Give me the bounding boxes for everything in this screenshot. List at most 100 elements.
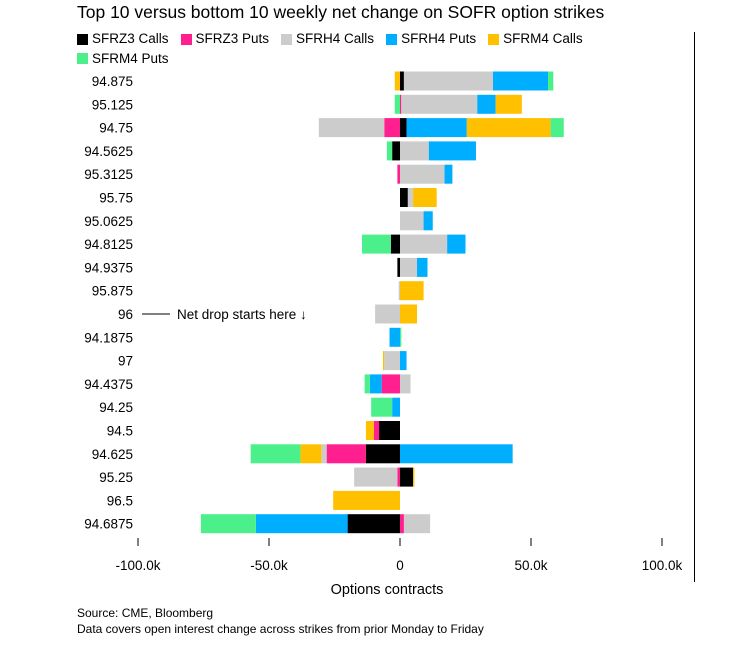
legend-label: SFRH4 Calls — [296, 31, 375, 46]
legend-swatch — [77, 33, 88, 45]
panel-border-line — [694, 32, 695, 582]
bar-segment — [400, 281, 424, 301]
x-tick-label: -100.0k — [115, 558, 160, 573]
bar-segment — [397, 164, 400, 184]
bar-segment — [333, 490, 400, 510]
bar-segment — [400, 118, 407, 138]
bar-segment — [428, 141, 476, 161]
bar-segment — [365, 421, 374, 440]
bar-segment — [364, 374, 370, 394]
bar-segment — [250, 444, 301, 464]
x-tick-label: 0 — [396, 558, 404, 573]
bar-segment — [400, 374, 411, 394]
legend-swatch — [77, 53, 88, 64]
bar-segment — [400, 71, 404, 91]
category-label: 96 — [118, 307, 133, 322]
legend-item: SFRM4 Calls — [488, 30, 583, 48]
bar-segment — [384, 351, 400, 371]
category-label: 94.8125 — [84, 237, 133, 252]
legend-label: SFRM4 Puts — [92, 50, 169, 66]
bar-segment — [423, 211, 433, 231]
bar-segment — [401, 94, 478, 114]
bar-segment — [300, 444, 322, 464]
category-label: 94.625 — [92, 447, 133, 462]
bar-segment — [318, 118, 385, 138]
category-label: 95.3125 — [84, 167, 133, 182]
category-label: 95.125 — [92, 97, 133, 112]
bar-segment — [389, 327, 400, 347]
bar-segment — [398, 281, 400, 301]
legend-swatch — [281, 33, 293, 45]
bar-segment — [371, 397, 393, 417]
bar-segment — [384, 118, 400, 138]
x-tick-label: 50.0k — [514, 558, 547, 573]
bar-segment — [400, 444, 513, 464]
category-label: 94.6875 — [84, 517, 133, 532]
bar-segment — [400, 351, 407, 371]
bar-segment — [373, 421, 380, 440]
bar-segment — [382, 351, 385, 371]
bar-segment — [406, 118, 467, 138]
source-line: Source: CME, Bloomberg — [77, 606, 214, 620]
bar-segment — [550, 118, 564, 138]
bar-segment — [403, 71, 494, 91]
bar-segment — [394, 71, 400, 91]
category-label: 94.75 — [99, 121, 133, 136]
legend-label: SFRH4 Puts — [401, 31, 477, 46]
x-axis-title: Options contracts — [331, 582, 444, 598]
bar-segment — [444, 164, 453, 184]
bar-segment — [400, 188, 408, 207]
bar-segment — [400, 94, 402, 114]
bar-segment — [400, 211, 424, 231]
bar-segment — [397, 467, 400, 487]
bar-segment — [326, 444, 366, 464]
category-label: 94.9375 — [84, 260, 133, 275]
source-note: Source: CME, Bloomberg Data covers open … — [77, 605, 484, 637]
bar-segment — [466, 118, 551, 138]
bar-segment — [403, 514, 431, 534]
category-label: 97 — [118, 354, 133, 369]
bar-segment — [400, 141, 429, 161]
category-label: 94.1875 — [84, 330, 133, 345]
category-label: 95.75 — [99, 191, 133, 206]
bar-segment — [400, 514, 404, 534]
bar-segment — [413, 467, 415, 487]
bar-segment — [381, 374, 400, 394]
category-label: 94.5625 — [84, 144, 133, 159]
x-tick-label: 100.0k — [642, 558, 683, 573]
bar-segment — [397, 257, 400, 277]
data-coverage-note: Data covers open interest change across … — [77, 622, 484, 636]
x-tick-label: -50.0k — [250, 558, 288, 573]
category-label: 94.5 — [107, 424, 133, 439]
category-label: 95.875 — [92, 284, 133, 299]
category-label: 94.25 — [99, 400, 133, 415]
bar-segment — [390, 234, 400, 254]
bar-segment — [400, 164, 445, 184]
legend-item: SFRZ3 Calls — [77, 30, 169, 48]
category-label: 95.25 — [99, 470, 133, 485]
legend-item: SFRZ3 Puts — [180, 30, 270, 48]
bar-segment — [417, 257, 428, 277]
legend-label: SFRM4 Calls — [503, 31, 583, 46]
bar-segment — [392, 397, 400, 417]
legend-swatch — [386, 33, 398, 45]
legend-label: SFRZ3 Puts — [195, 31, 270, 46]
legend-swatch — [488, 33, 500, 45]
category-label: 95.0625 — [84, 214, 133, 229]
legend-item: SFRH4 Calls — [281, 30, 374, 48]
bars-group — [200, 71, 564, 534]
bar-segment — [354, 467, 398, 487]
legend-swatch — [180, 33, 192, 45]
bar-segment — [400, 467, 414, 487]
bar-segment — [400, 304, 418, 324]
bar-segment — [362, 234, 391, 254]
legend-item: SFRH4 Puts — [386, 30, 476, 48]
bar-segment — [347, 514, 400, 534]
bar-segment — [392, 141, 400, 161]
legend: SFRZ3 Calls SFRZ3 Puts SFRH4 Calls SFRH4 Pu… — [77, 30, 637, 69]
category-label: 94.4375 — [84, 377, 133, 392]
bar-segment — [400, 234, 448, 254]
bar-segment — [394, 94, 400, 114]
bar-segment — [369, 374, 382, 394]
